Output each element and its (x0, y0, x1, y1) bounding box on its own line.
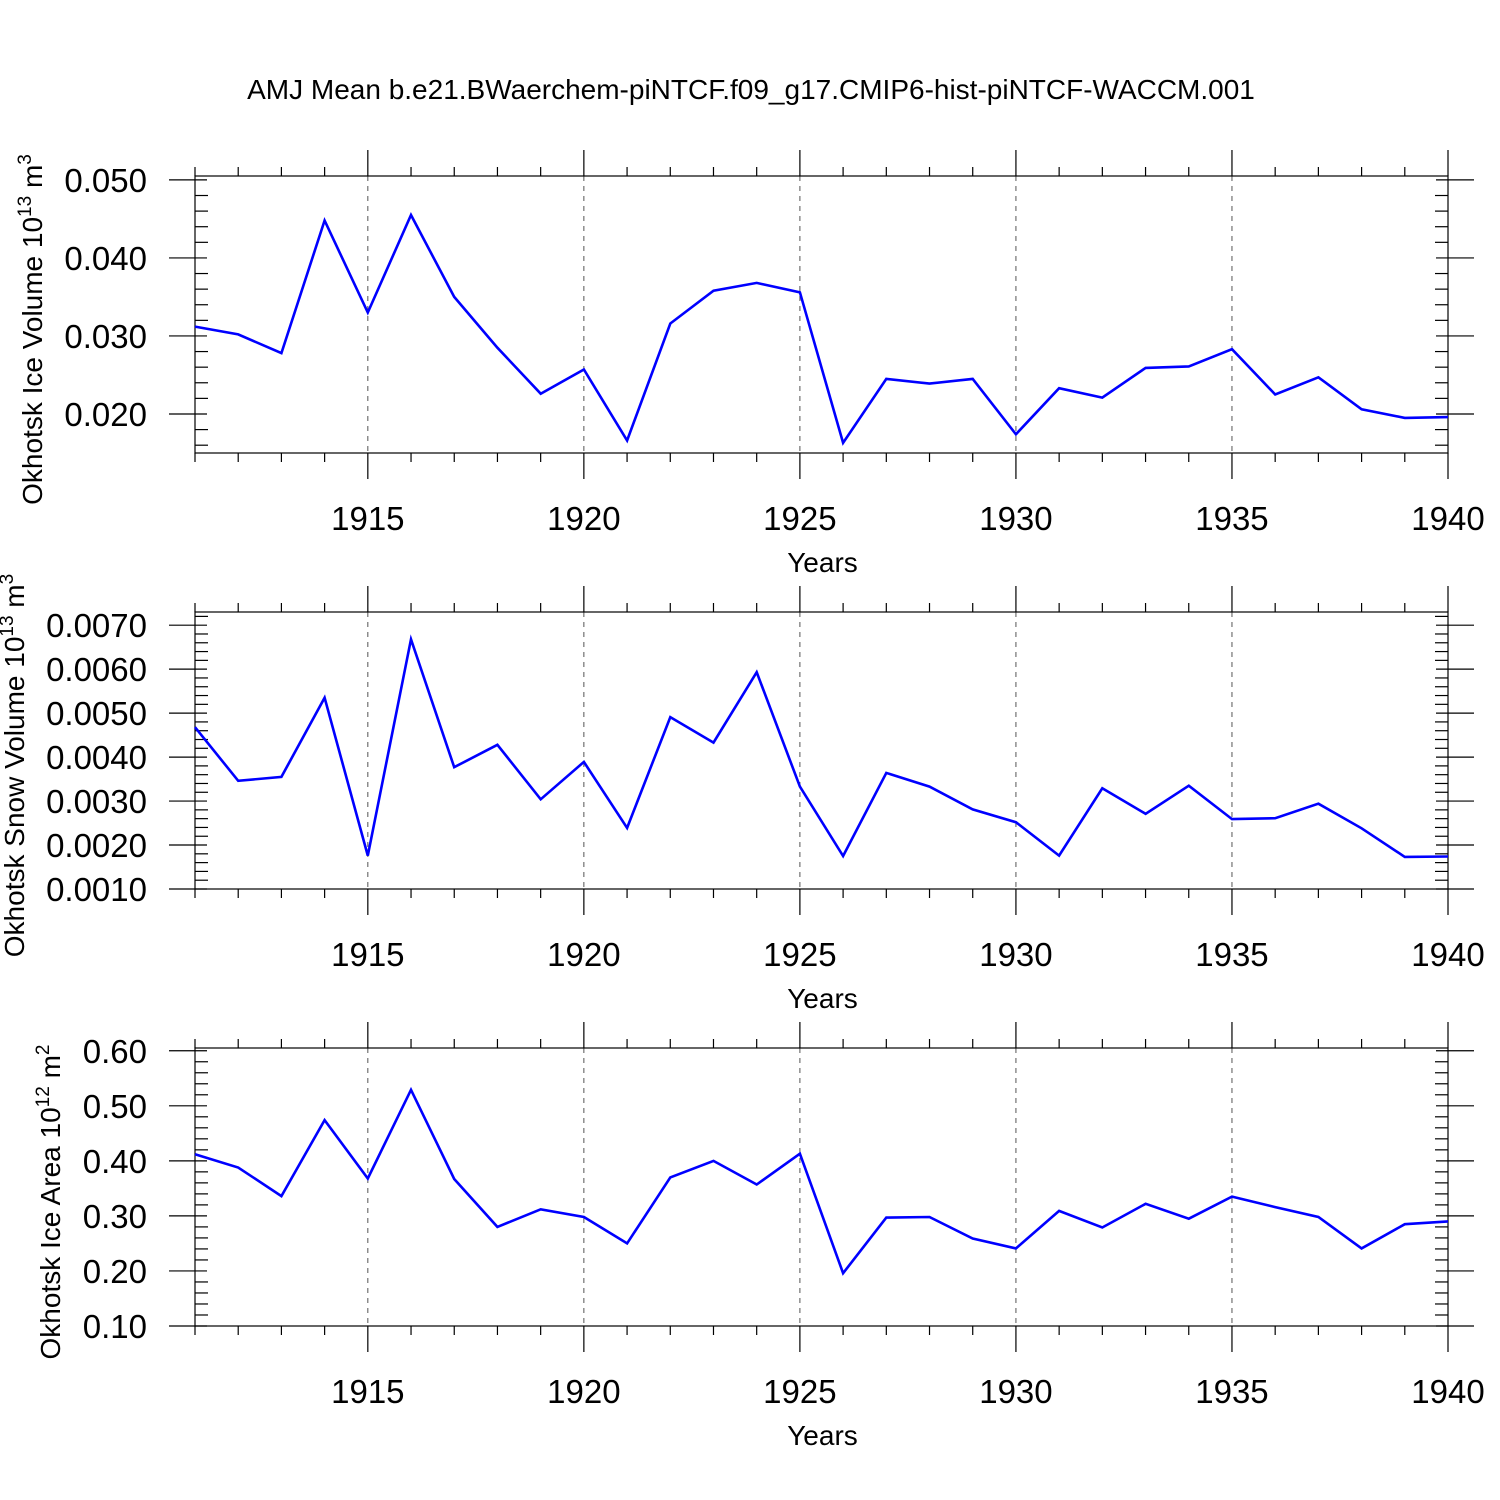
x-tick-label: 1920 (547, 936, 620, 973)
x-tick-label: 1920 (547, 1373, 620, 1410)
x-tick-label: 1940 (1411, 500, 1484, 537)
y-tick-label: 0.50 (83, 1088, 147, 1125)
y-tick-label: 0.0030 (46, 783, 147, 820)
x-tick-label: 1935 (1195, 500, 1268, 537)
x-tick-label: 1930 (979, 500, 1052, 537)
panels: 1915 1920 1925 1930 1935 1940 0.020 0.030 0.040 0… (0, 150, 1485, 1451)
chart-panel-1: 1915 1920 1925 1930 1935 1940 0.020 0.030 0.040 0… (15, 150, 1485, 578)
figure-title: AMJ Mean b.e21.BWaerchem-piNTCF.f09_g17.… (247, 74, 1255, 105)
y-tick-label: 0.0010 (46, 871, 147, 908)
x-tick-label: 1915 (331, 1373, 404, 1410)
x-tick-label: 1915 (331, 936, 404, 973)
x-axis-title: Years (787, 983, 858, 1014)
chart-panel-2: 1915 1920 1925 1930 1935 1940 0.0010 0.0020 0.00… (0, 574, 1485, 1014)
x-tick-label: 1930 (979, 936, 1052, 973)
y-axis-title: Okhotsk Ice Area 1012 m2 (33, 1045, 66, 1360)
x-tick-label: 1920 (547, 500, 620, 537)
y-tick-label: 0.30 (83, 1198, 147, 1235)
x-axis-title: Years (787, 1420, 858, 1451)
y-tick-label: 0.20 (83, 1253, 147, 1290)
y-tick-label: 0.050 (64, 162, 147, 199)
x-tick-label: 1925 (763, 1373, 836, 1410)
plot-frame (194, 1047, 1449, 1327)
y-axis-title: Okhotsk Snow Volume 1013 m3 (0, 574, 30, 957)
y-tick-label: 0.0020 (46, 827, 147, 864)
x-tick-label: 1925 (763, 500, 836, 537)
y-tick-label: 0.40 (83, 1143, 147, 1180)
series-line (194, 212, 1449, 446)
y-tick-label: 0.030 (64, 318, 147, 355)
y-tick-label: 0.0070 (46, 607, 147, 644)
y-axis-title: Okhotsk Ice Volume 1013 m3 (15, 154, 48, 505)
plot-frame (194, 175, 1449, 454)
x-axis-title: Years (787, 547, 858, 578)
series-line (194, 1086, 1449, 1276)
y-tick-label: 0.0050 (46, 695, 147, 732)
x-tick-label: 1935 (1195, 1373, 1268, 1410)
y-tick-label: 0.60 (83, 1033, 147, 1070)
y-tick-label: 0.0040 (46, 739, 147, 776)
x-tick-label: 1930 (979, 1373, 1052, 1410)
x-tick-label: 1940 (1411, 1373, 1484, 1410)
series-line (193, 634, 1449, 859)
x-tick-label: 1935 (1195, 936, 1268, 973)
x-tick-label: 1925 (763, 936, 836, 973)
chart-panel-3: 1915 1920 1925 1930 1935 1940 0.10 0.20 0.30 0.40… (33, 1022, 1485, 1451)
y-tick-label: 0.10 (83, 1308, 147, 1345)
y-tick-label: 0.0060 (46, 651, 147, 688)
y-tick-label: 0.040 (64, 240, 147, 277)
x-tick-label: 1915 (331, 500, 404, 537)
plot-frame (194, 611, 1449, 890)
y-tick-label: 0.020 (64, 396, 147, 433)
x-tick-label: 1940 (1411, 936, 1484, 973)
